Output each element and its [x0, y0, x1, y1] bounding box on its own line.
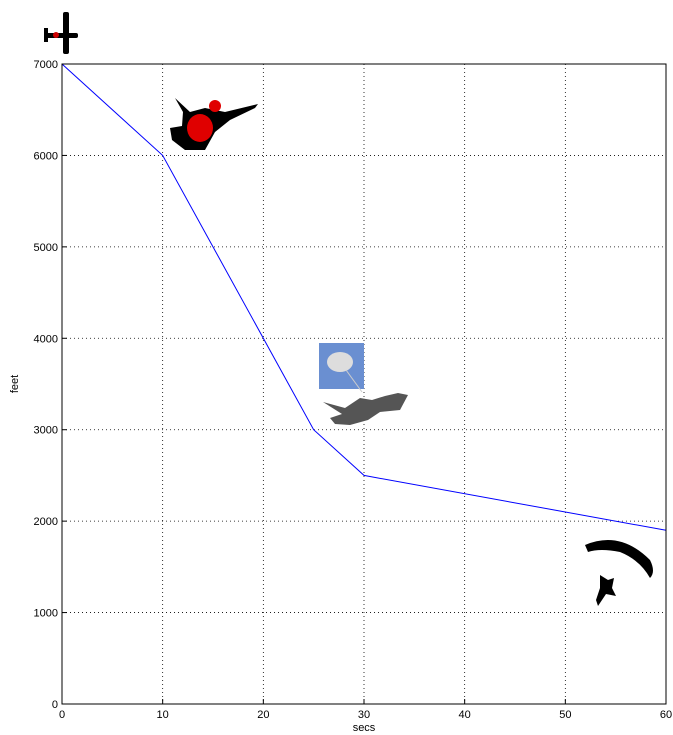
x-axis-label: secs [353, 722, 376, 734]
y-tick-label: 2000 [34, 516, 58, 528]
y-tick-label: 1000 [34, 608, 58, 620]
y-tick-label: 0 [52, 699, 58, 711]
y-axis-label: feet [9, 375, 21, 393]
x-tick-label: 60 [660, 709, 672, 721]
y-tick-label: 7000 [34, 59, 58, 71]
parachute-icon [319, 343, 364, 392]
y-tick-label: 6000 [34, 150, 58, 162]
x-tick-label: 50 [559, 709, 571, 721]
y-tick-label: 3000 [34, 425, 58, 437]
chart: secs feet 0 10 20 30 40 50 60 0 1000 2000 3000 4000… [0, 0, 673, 735]
x-tick-label: 10 [157, 709, 169, 721]
x-tick-label: 20 [257, 709, 269, 721]
airplane [44, 12, 78, 54]
y-tick-label: 5000 [34, 242, 58, 254]
page: secs feet 0 10 20 30 40 50 60 0 1000 2000 3000 4000… [0, 0, 673, 735]
x-tick-label: 0 [59, 709, 65, 721]
y-tick-label: 4000 [34, 333, 58, 345]
x-tick-label: 30 [358, 709, 370, 721]
x-tick-label: 40 [459, 709, 471, 721]
